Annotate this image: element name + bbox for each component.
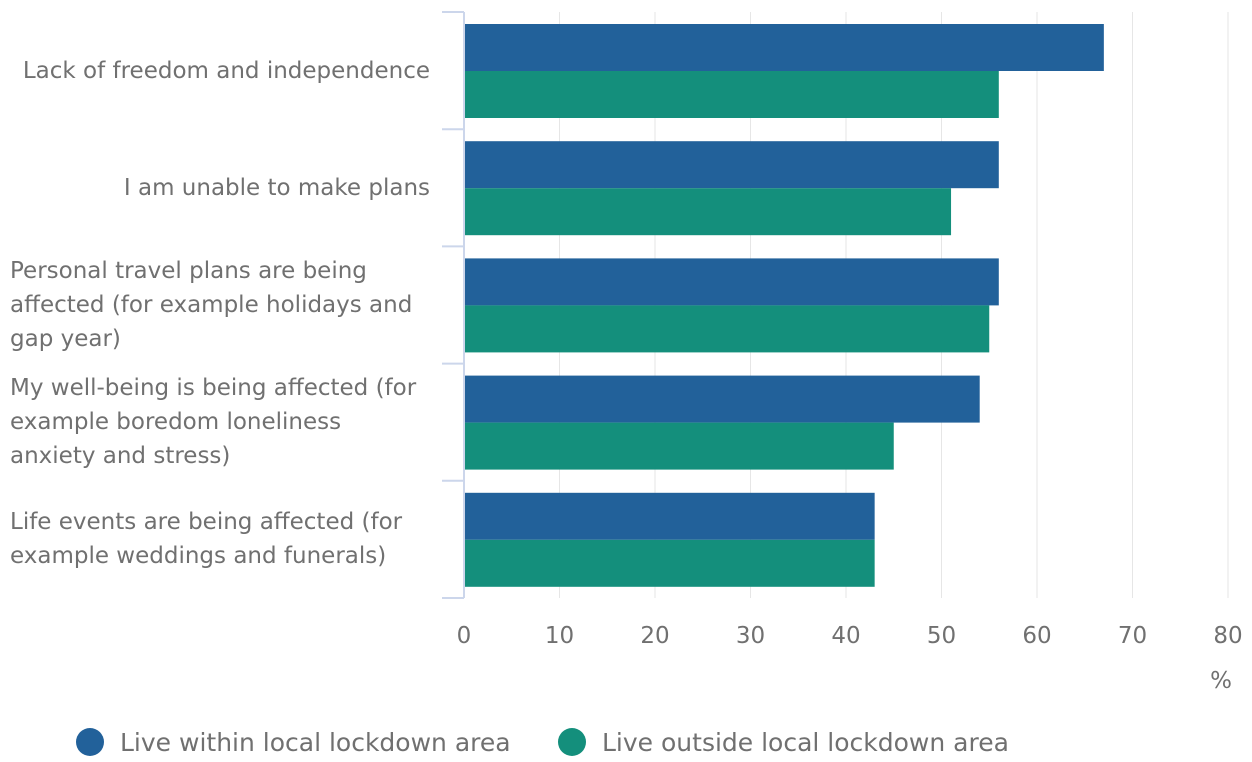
bar-outside-4[interactable] (464, 539, 875, 587)
legend-marker-within-icon (76, 728, 104, 756)
category-label-line: Lack of freedom and independence (22, 57, 430, 84)
legend-label-within: Live within local lockdown area (120, 727, 511, 757)
category-label-line: Life events are being affected (for (10, 509, 403, 536)
bar-outside-2[interactable] (464, 305, 990, 353)
bar-within-1[interactable] (464, 141, 999, 189)
bar-within-3[interactable] (464, 375, 980, 423)
category-label-line: example weddings and funerals) (10, 543, 387, 570)
legend-item-outside[interactable]: Live outside local lockdown area (558, 722, 1009, 762)
category-label-2: Personal travel plans are being affected … (10, 254, 430, 356)
bar-within-4[interactable] (464, 492, 875, 540)
category-label-1: I am unable to make plans (10, 171, 430, 205)
x-tick-label: 40 (831, 623, 860, 649)
category-label-3: My well-being is being affected (for exam… (10, 371, 430, 473)
category-label-4: Life events are being affected (for examp… (10, 505, 430, 573)
category-label-line: I am unable to make plans (123, 174, 430, 201)
bar-outside-1[interactable] (464, 188, 952, 236)
category-label-line: Personal travel plans are being (10, 258, 367, 284)
x-tick-label: 60 (1022, 623, 1051, 649)
x-tick-label: 80 (1213, 623, 1242, 649)
category-label-0: Lack of freedom and independence (10, 54, 430, 88)
x-tick-label: 0 (457, 623, 472, 649)
x-tick-label: 70 (1118, 623, 1147, 649)
category-label-line: affected (for example holidays and (10, 292, 413, 318)
x-tick-label: 10 (545, 623, 574, 649)
bar-outside-0[interactable] (464, 71, 999, 118)
category-label-line: gap year) (10, 326, 121, 352)
legend-marker-outside-icon (558, 728, 586, 756)
legend-item-within[interactable]: Live within local lockdown area (76, 722, 511, 762)
x-tick-label: 20 (640, 623, 669, 649)
x-tick-label: 30 (736, 623, 765, 649)
bar-outside-3[interactable] (464, 422, 894, 470)
x-tick-label: 50 (927, 623, 956, 649)
category-label-line: example boredom loneliness (10, 409, 342, 436)
category-label-line: My well-being is being affected (for (10, 375, 417, 402)
bar-within-0[interactable] (464, 24, 1104, 71)
category-label-line: anxiety and stress) (10, 443, 231, 470)
bar-within-2[interactable] (464, 258, 999, 306)
x-axis-unit-label: % (1210, 668, 1232, 694)
legend-label-outside: Live outside local lockdown area (602, 727, 1009, 757)
